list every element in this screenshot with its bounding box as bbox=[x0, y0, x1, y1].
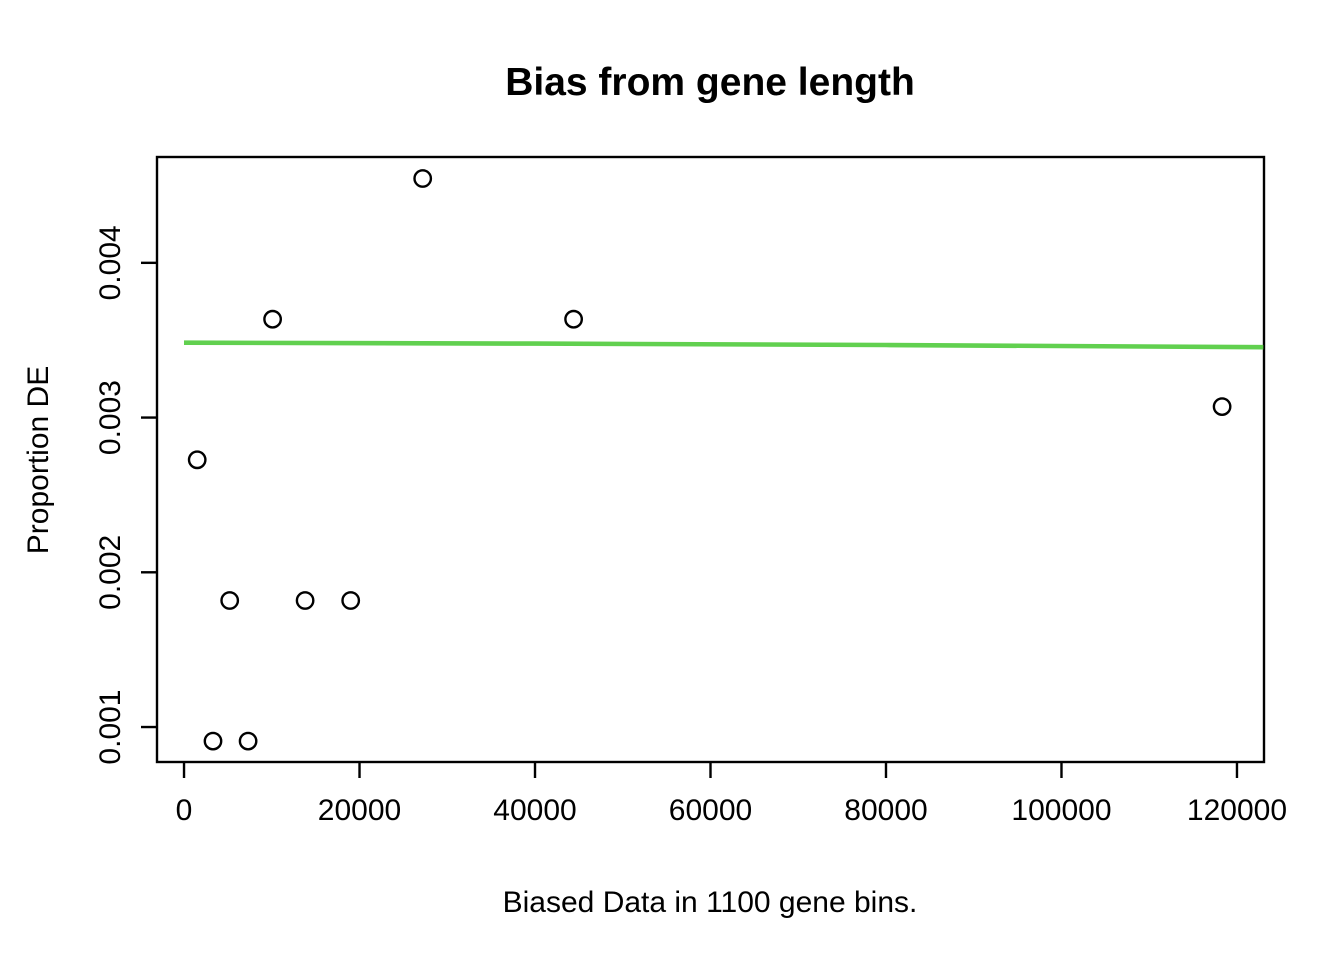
x-axis: 0 20000 40000 60000 80000 100000 120000 bbox=[176, 762, 1287, 827]
x-tick-label: 20000 bbox=[318, 794, 401, 827]
chart-title: Bias from gene length bbox=[505, 61, 915, 104]
data-point bbox=[413, 169, 433, 188]
data-point bbox=[220, 591, 240, 610]
data-point bbox=[341, 591, 361, 610]
fit-line bbox=[183, 340, 1264, 350]
plot-box bbox=[155, 155, 1266, 764]
x-tick-label: 100000 bbox=[1011, 794, 1111, 827]
data-point bbox=[187, 450, 207, 470]
data-point bbox=[564, 309, 583, 329]
trend-line bbox=[183, 340, 1264, 350]
data-point bbox=[238, 731, 258, 751]
y-axis-title: Proportion DE bbox=[22, 366, 55, 554]
y-axis: 0.001 0.002 0.003 0.004 bbox=[94, 225, 157, 765]
data-point bbox=[295, 591, 315, 610]
x-tick-label: 40000 bbox=[493, 794, 576, 827]
y-tick-label: 0.003 bbox=[94, 380, 127, 455]
x-axis-title: Biased Data in 1100 gene bins. bbox=[503, 886, 918, 919]
x-tick-label: 60000 bbox=[669, 794, 752, 827]
data-point bbox=[1212, 397, 1232, 416]
x-tick-label: 120000 bbox=[1187, 794, 1287, 827]
x-tick-label: 0 bbox=[176, 794, 193, 827]
x-tick-label: 80000 bbox=[844, 794, 927, 827]
y-tick-label: 0.001 bbox=[94, 689, 127, 764]
y-tick-label: 0.002 bbox=[94, 535, 127, 610]
y-tick-label: 0.004 bbox=[94, 225, 127, 300]
data-point bbox=[263, 309, 282, 329]
data-point bbox=[203, 731, 223, 751]
plot-frame bbox=[155, 155, 1266, 764]
data-points bbox=[187, 169, 1232, 751]
